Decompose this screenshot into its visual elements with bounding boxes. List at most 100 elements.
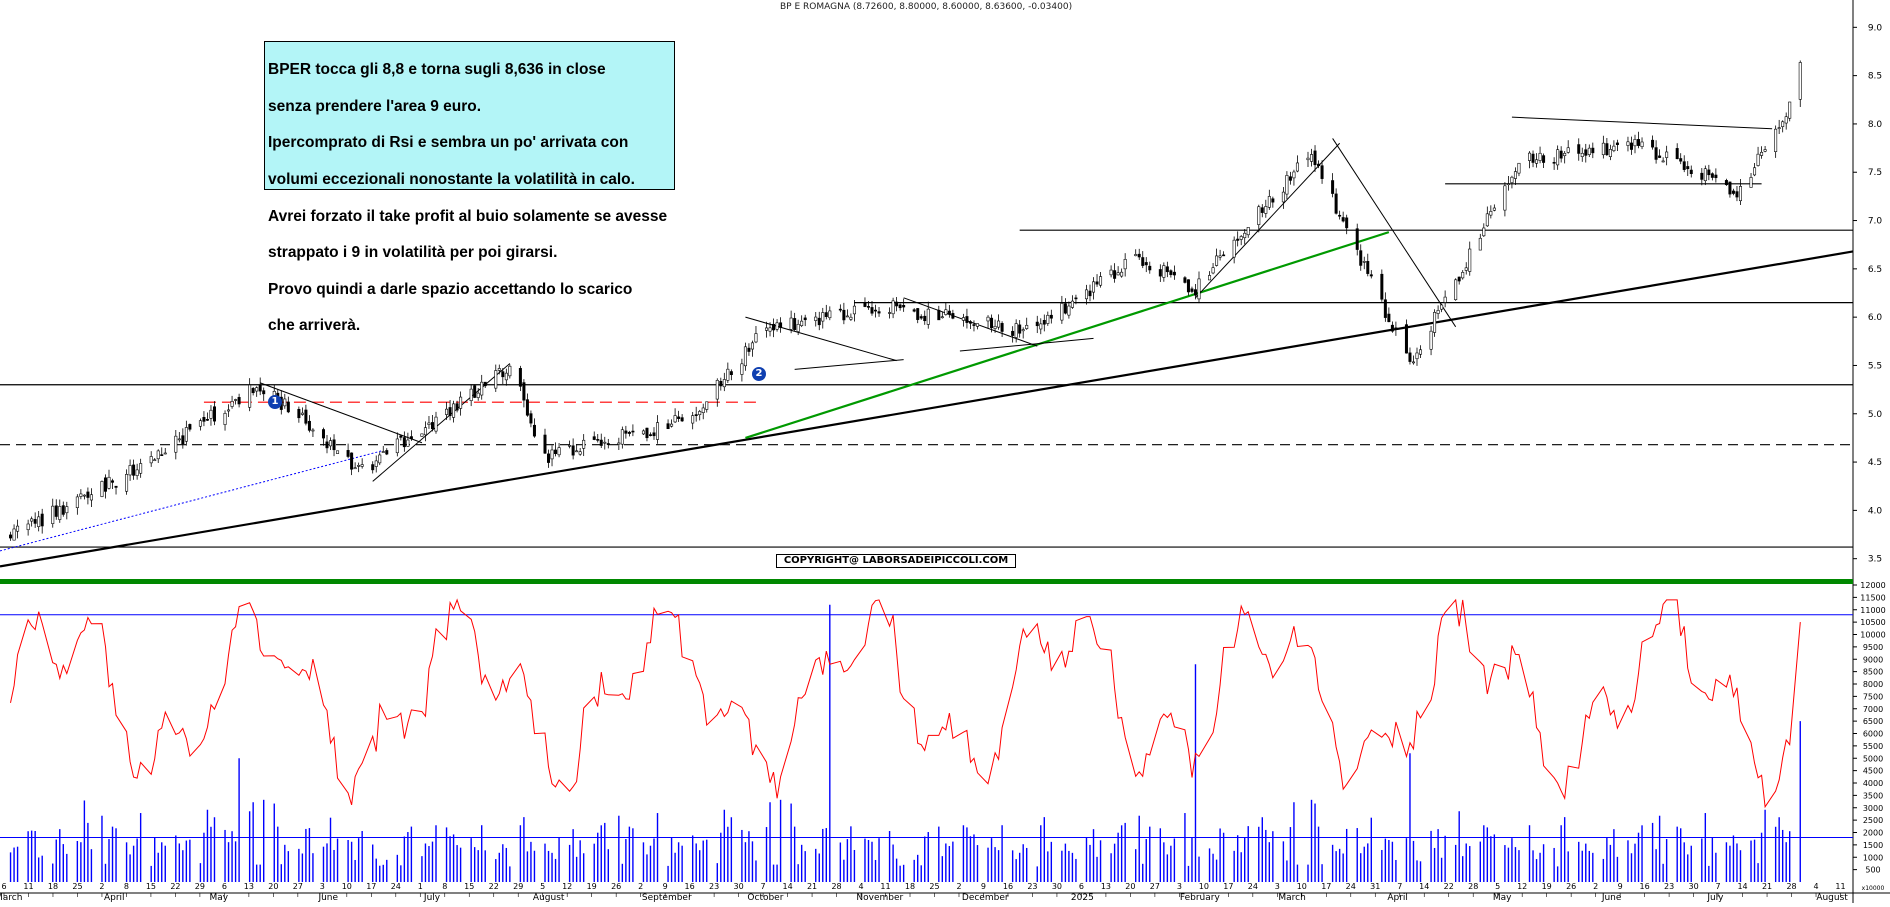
candle-body — [430, 422, 434, 430]
candle-body — [656, 422, 660, 440]
candle-body — [1345, 217, 1349, 229]
candle-body — [1317, 163, 1321, 167]
badge-2: 2 — [752, 367, 766, 381]
candle-body — [793, 318, 797, 330]
long-support-trendline — [0, 250, 1854, 568]
candle-body — [888, 312, 892, 314]
candle-body — [12, 528, 16, 541]
candle-body — [508, 365, 512, 377]
x-day-label: 3 — [1275, 882, 1280, 891]
candle-body — [814, 316, 818, 321]
pattern-line — [794, 359, 904, 370]
candle-body — [1760, 151, 1764, 156]
candle-body — [223, 413, 227, 425]
x-day-label: 19 — [587, 882, 597, 891]
x-day-label: 9 — [1618, 882, 1623, 891]
candle-body — [40, 513, 44, 527]
candle-body — [9, 534, 13, 539]
x-day-label: 31 — [1370, 882, 1380, 891]
x-day-label: 13 — [1101, 882, 1111, 891]
candle-body — [1239, 236, 1243, 240]
candle-body — [1383, 299, 1387, 318]
candle-body — [550, 449, 554, 460]
annotation-line-8: che arriverà. — [268, 317, 361, 335]
candle-body — [1334, 193, 1338, 214]
candle-body — [473, 385, 477, 398]
candle-body — [100, 481, 104, 497]
candle-body — [729, 371, 733, 375]
volume-tick-label: 9500 — [1863, 643, 1883, 652]
candle-body — [965, 316, 969, 323]
candle-body — [258, 384, 262, 392]
candle-body — [1784, 116, 1788, 124]
x-day-label: 14 — [1737, 882, 1747, 891]
candle-body — [968, 321, 972, 324]
candle-body — [448, 407, 452, 417]
price-tick-label: 9.0 — [1868, 23, 1883, 33]
candle-body — [1116, 272, 1120, 276]
candle-body — [1615, 142, 1619, 145]
candle-body — [796, 323, 800, 332]
x-day-label: 15 — [464, 882, 474, 891]
candle-body — [677, 416, 681, 419]
x-day-label: 17 — [1321, 882, 1331, 891]
candle-body — [30, 518, 34, 522]
candle-body — [1735, 191, 1739, 198]
candle-body — [1510, 176, 1514, 184]
x-month-label: March — [1278, 893, 1305, 903]
volume-tick-label: 10000 — [1860, 631, 1885, 640]
x-day-label: 2 — [638, 882, 643, 891]
candle-body — [181, 435, 185, 445]
candle-body — [1063, 303, 1067, 314]
candle-body — [1763, 149, 1767, 152]
volume-tick-label: 500 — [1865, 866, 1880, 875]
candle-body — [701, 407, 705, 413]
candle-body — [1088, 290, 1092, 297]
volume-tick-label: 8000 — [1863, 680, 1883, 689]
x-day-label: 6 — [1, 882, 6, 891]
candle-body — [1148, 265, 1152, 271]
candle-body — [1580, 152, 1584, 157]
x-day-label: 17 — [366, 882, 376, 891]
candle-body — [726, 368, 730, 381]
x-day-label: 20 — [1125, 882, 1135, 891]
candle-body — [128, 465, 132, 476]
candle-body — [297, 408, 301, 419]
candle-body — [698, 411, 702, 416]
candle-body — [504, 372, 508, 381]
annotation-line-3: Ipercomprato di Rsi e sembra un po' arri… — [268, 134, 629, 152]
pattern-line — [1332, 138, 1457, 328]
candle-body — [571, 445, 575, 456]
candle-body — [51, 505, 55, 524]
candle-body — [469, 388, 473, 402]
candle-body — [1535, 159, 1539, 164]
candle-body — [866, 306, 870, 308]
x-day-label: 23 — [1027, 882, 1037, 891]
volume-tick-label: 4000 — [1863, 779, 1883, 788]
x-day-label: 1 — [418, 882, 423, 891]
candle-body — [227, 409, 231, 412]
candle-body — [402, 437, 406, 448]
x-day-label: 30 — [1052, 882, 1062, 891]
x-day-label: 5 — [1495, 882, 1500, 891]
x-day-label: 26 — [611, 882, 621, 891]
candle-body — [1728, 181, 1732, 195]
candle-body — [1464, 267, 1468, 271]
candle-body — [547, 453, 551, 463]
x-day-label: 15 — [146, 882, 156, 891]
candle-body — [1288, 176, 1292, 181]
candle-body — [1099, 276, 1103, 286]
candle-body — [177, 438, 181, 441]
candle-body — [307, 420, 311, 431]
x-month-label: 2025 — [1071, 893, 1094, 903]
candle-body — [923, 315, 927, 322]
candle-body — [1232, 239, 1236, 258]
x-month-label: September — [642, 893, 692, 903]
candle-body — [1492, 207, 1496, 211]
annotation-line-1: BPER tocca gli 8,8 e torna sugli 8,636 i… — [268, 61, 606, 79]
pattern-line — [1195, 142, 1341, 299]
candle-body — [1528, 152, 1532, 161]
x-day-label: 11 — [880, 882, 890, 891]
candle-body — [1756, 153, 1760, 166]
candle-body — [1724, 180, 1728, 186]
